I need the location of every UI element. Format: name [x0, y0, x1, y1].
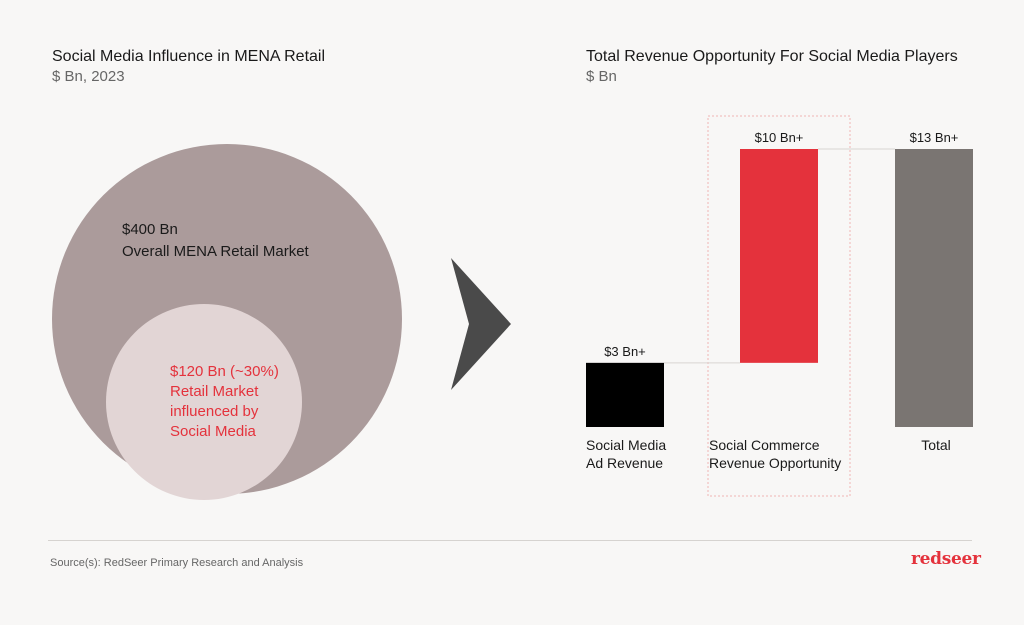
left-chart-subtitle: $ Bn, 2023	[52, 68, 125, 85]
bar-value-label: $3 Bn+	[604, 344, 646, 359]
category-label: Revenue Opportunity	[709, 455, 841, 471]
right-chart-title: Total Revenue Opportunity For Social Med…	[586, 48, 958, 65]
source-note: Source(s): RedSeer Primary Research and …	[50, 557, 304, 569]
social-influenced-value: $120 Bn (~30%)	[170, 363, 279, 380]
highlight-box	[707, 115, 851, 497]
right-chart-subtitle: $ Bn	[586, 68, 617, 85]
bar	[895, 149, 973, 427]
bar	[586, 362, 664, 427]
social-influenced-circle	[106, 304, 302, 500]
chevron-right-icon	[451, 258, 511, 390]
bar	[740, 149, 818, 363]
social-influenced-line2: Retail Market	[170, 383, 259, 400]
category-label: Social Media	[586, 437, 666, 453]
category-label: Ad Revenue	[586, 455, 663, 471]
bar-value-label: $13 Bn+	[910, 130, 959, 145]
overall-market-label: $400 Bn Overall MENA Retail Market	[122, 219, 309, 263]
overall-market-value: $400 Bn	[122, 221, 178, 238]
overall-market-caption: Overall MENA Retail Market	[122, 243, 309, 260]
footer-divider	[48, 540, 972, 541]
redseer-logo: redseer	[911, 549, 981, 569]
social-influenced-label: $120 Bn (~30%) Retail Market influenced …	[170, 362, 279, 442]
category-label: Total	[921, 437, 951, 453]
bar-value-label: $10 Bn+	[755, 130, 804, 145]
social-influenced-line4: Social Media	[170, 423, 256, 440]
social-influenced-line3: influenced by	[170, 403, 259, 420]
category-label: Social Commerce	[709, 437, 820, 453]
left-chart-title: Social Media Influence in MENA Retail	[52, 48, 326, 65]
